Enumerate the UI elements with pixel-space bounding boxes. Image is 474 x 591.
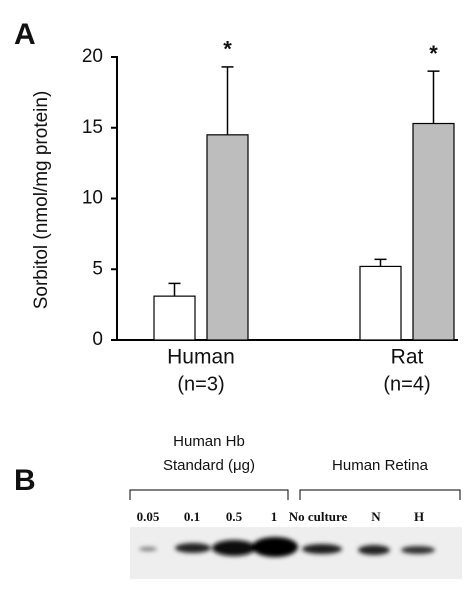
lane-label: No culture [289,509,348,524]
lane-label: H [414,509,424,524]
bar [360,266,401,340]
error-bar [428,71,440,123]
group-label: Human Retina [332,457,429,474]
group-label: Standard (μg) [163,457,255,474]
error-bar [222,67,234,135]
group-bracket [130,490,288,500]
y-tick-label: 5 [92,258,103,279]
lane-label: 0.05 [137,509,160,524]
bar [413,124,454,340]
group-label: Human Hb [173,433,245,450]
bar [207,135,248,340]
significance-marker: * [429,41,438,66]
lane-label: N [371,509,381,524]
lane-label: 0.1 [184,509,200,524]
group-bracket [300,490,460,500]
x-tick-label: Human [167,346,235,369]
y-tick-label: 0 [92,329,103,350]
error-bar [375,259,387,266]
error-bar [169,283,181,296]
panel-label: B [14,464,36,497]
significance-marker: * [223,37,232,62]
x-tick-note: (n=3) [177,373,224,395]
y-axis-label: Sorbitol (nmol/mg protein) [31,91,52,310]
bar [154,296,195,340]
x-tick-label: Rat [391,346,424,369]
figure: A Sorbitol (nmol/mg protein) B 0 5 10 15 20 *… [0,0,474,591]
y-tick-label: 15 [82,117,103,138]
x-tick-note: (n=4) [383,373,430,395]
lane-label: 0.5 [226,509,243,524]
y-tick-label: 20 [82,46,103,67]
y-tick-label: 10 [82,188,103,209]
panel-label: A [14,18,36,51]
lane-label: 1 [271,509,278,524]
